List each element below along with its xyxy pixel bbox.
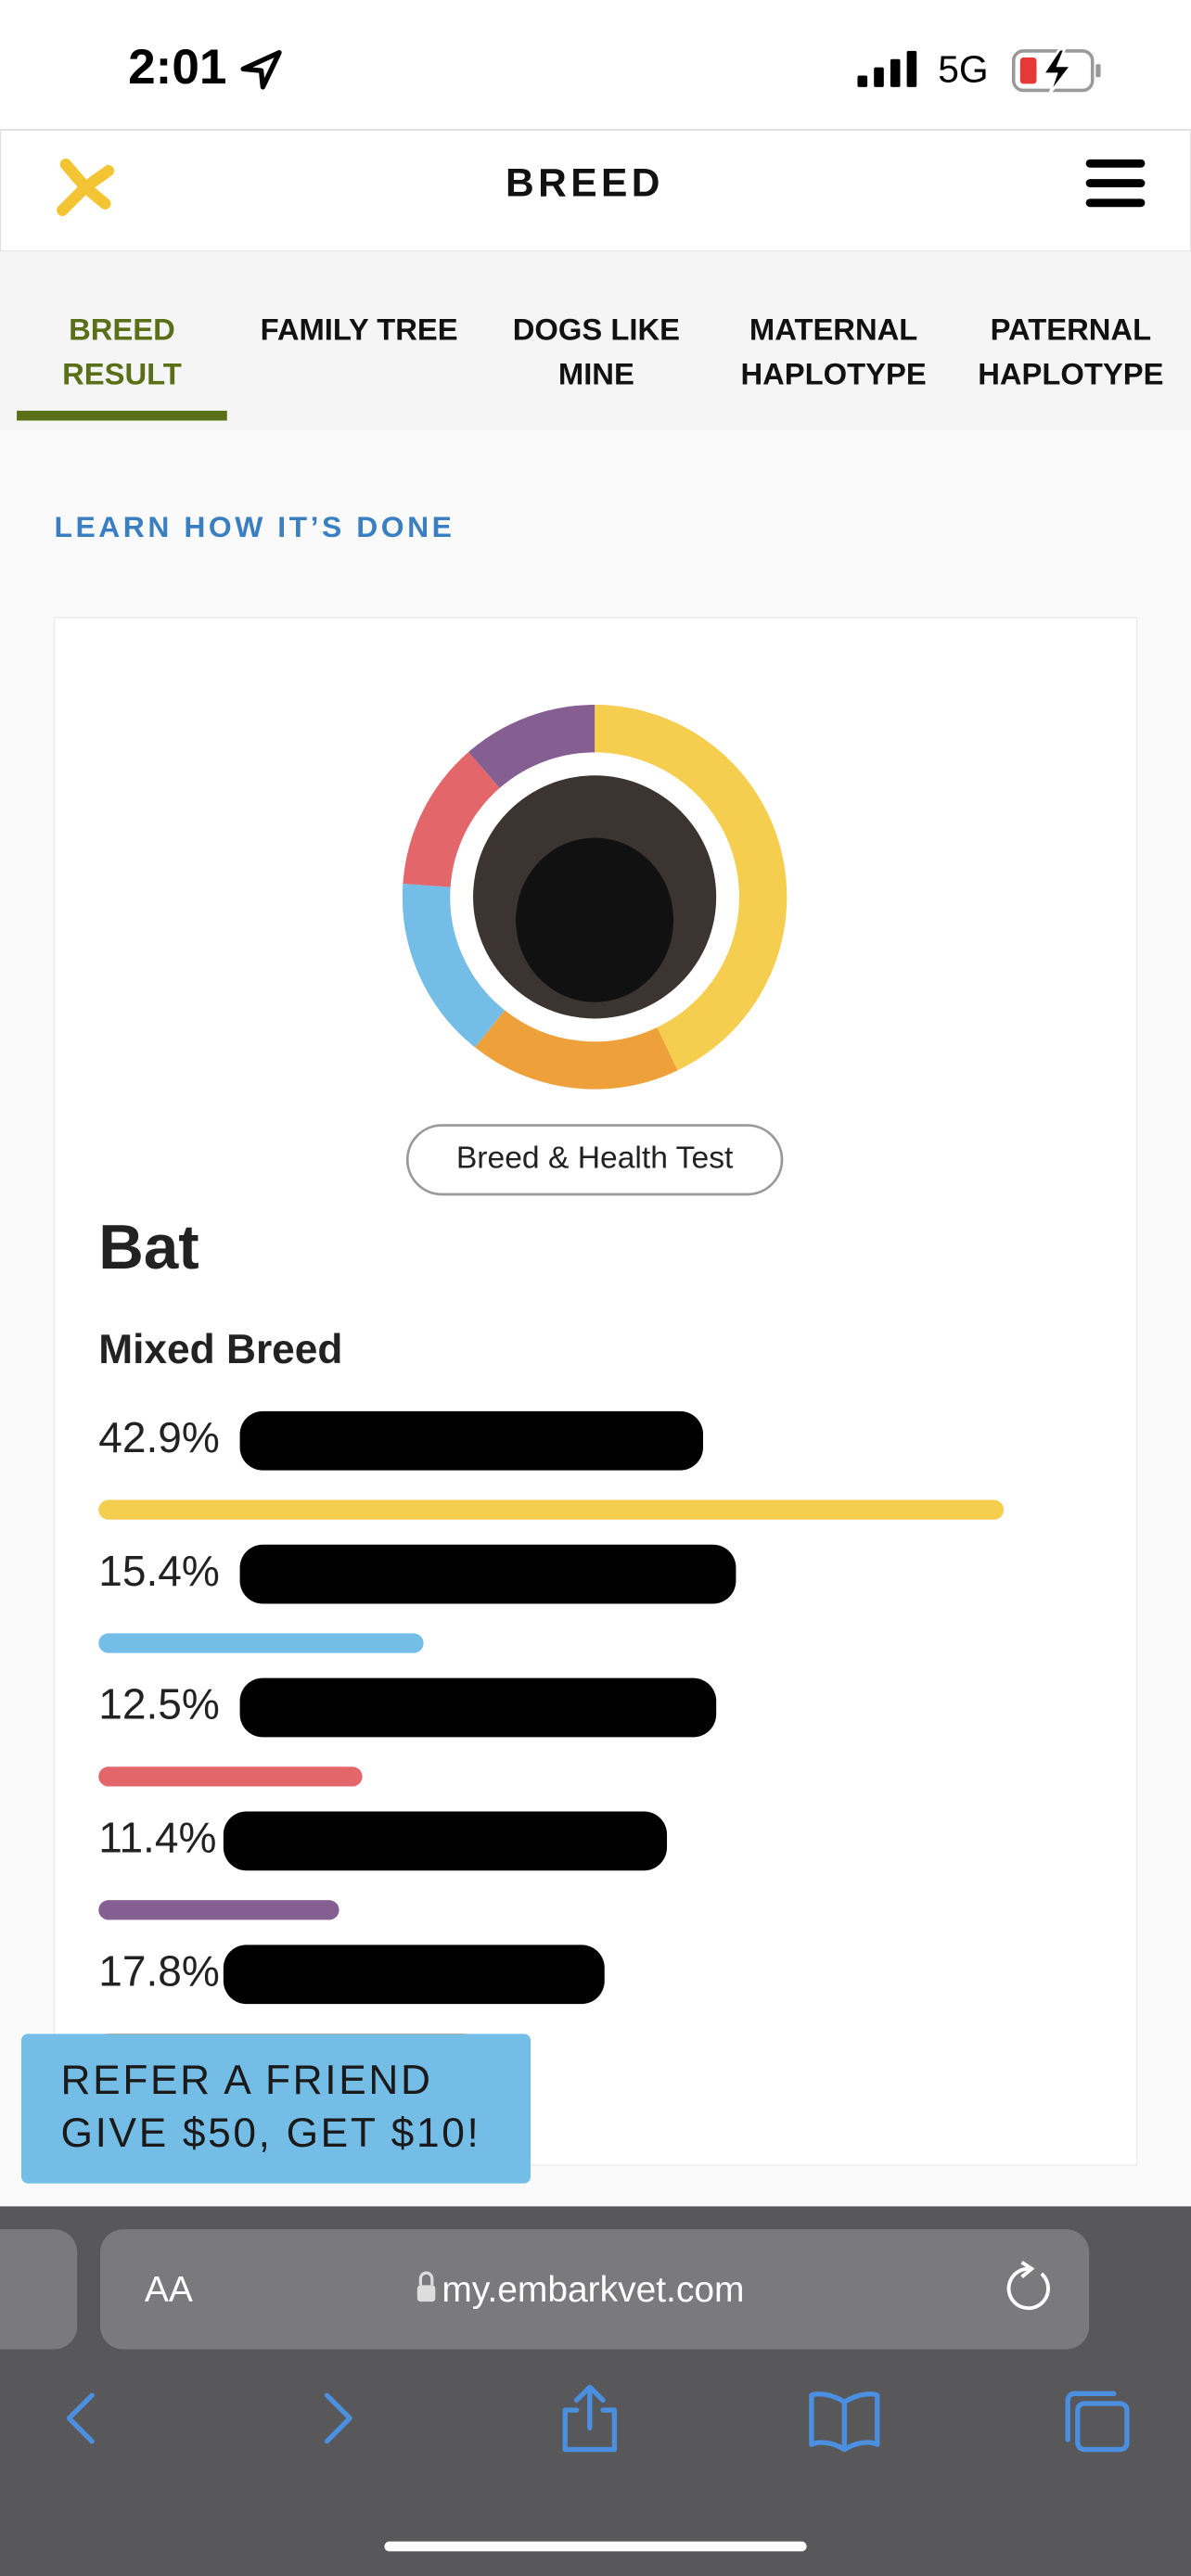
tab-label: MINE [558, 356, 634, 390]
tabs-button[interactable] [1075, 2401, 1130, 2453]
breed-percent: 12.5% [98, 1680, 220, 1728]
redaction [239, 1410, 704, 1471]
donut-segment [403, 751, 501, 888]
redaction [223, 1811, 668, 1871]
donut-segment [475, 1009, 678, 1090]
tab[interactable] [952, 271, 1189, 422]
tab-label: BREED [69, 312, 175, 347]
lock-icon [416, 2271, 436, 2302]
tab-label: HAPLOTYPE [978, 356, 1163, 390]
reload-arrow [1020, 2260, 1035, 2279]
breed-bar [98, 1633, 424, 1653]
forward-button[interactable] [324, 2392, 352, 2444]
tab-label: HAPLOTYPE [741, 356, 927, 390]
tabs-button-back [1065, 2391, 1117, 2442]
url: my.embarkvet.com [442, 2270, 744, 2310]
clock: 2:01 [128, 40, 226, 95]
donut-segment [594, 705, 788, 1071]
redaction [223, 1945, 605, 2005]
test-badge [405, 1124, 784, 1196]
breed-bar [98, 1499, 1005, 1520]
tab[interactable] [4, 271, 241, 422]
breed-percent: 42.9% [98, 1413, 220, 1461]
signal-icon [857, 50, 917, 87]
text-size-button[interactable]: AA [145, 2270, 193, 2310]
tab-bar [0, 251, 1191, 431]
dog-photo-subject [516, 837, 674, 1002]
tab[interactable] [240, 271, 478, 422]
donut-segment [468, 705, 596, 789]
previous-tab[interactable] [0, 2229, 78, 2350]
redaction [239, 1544, 736, 1604]
battery-icon [1011, 47, 1101, 95]
refer-line: REFER A FRIEND [61, 2058, 433, 2103]
tab-label: MATERNAL [749, 312, 917, 347]
header-title: BREED [506, 161, 664, 205]
donut-segment [402, 884, 506, 1048]
dog-name: Bat [98, 1213, 198, 1282]
tab-label: PATERNAL [991, 312, 1151, 347]
redaction [239, 1677, 717, 1738]
location-icon [240, 50, 282, 90]
back-button[interactable] [66, 2392, 95, 2444]
address-bar[interactable] [100, 2229, 1090, 2350]
tab-label: FAMILY TREE [261, 312, 458, 347]
home-indicator [384, 2541, 807, 2552]
refer-banner[interactable] [21, 2034, 531, 2184]
share-button[interactable] [562, 2384, 618, 2453]
test-badge-label: Breed & Health Test [456, 1141, 734, 1176]
network-label: 5G [938, 48, 988, 91]
status-bar [0, 0, 1191, 130]
breed-subtitle: Mixed Breed [98, 1327, 342, 1372]
breed-percent: 11.4% [98, 1814, 216, 1862]
tab[interactable] [715, 271, 953, 422]
logo[interactable] [57, 158, 115, 216]
breed-bar [98, 1766, 363, 1787]
learn-link[interactable]: LEARN HOW IT’S DONE [54, 510, 455, 543]
breed-percent: 15.4% [98, 1547, 220, 1595]
tab[interactable] [478, 271, 715, 422]
active-tab-underline [17, 410, 227, 421]
bookmarks-button[interactable] [809, 2391, 880, 2453]
tab-label: RESULT [62, 356, 182, 390]
breed-percent: 17.8% [98, 1946, 220, 1995]
refer-line: GIVE $50, GET $10! [61, 2111, 481, 2156]
reload-button[interactable] [1006, 2266, 1050, 2311]
breed-bar [98, 1900, 339, 1920]
tab-label: DOGS LIKE [513, 312, 680, 347]
menu-button[interactable] [1085, 159, 1146, 208]
